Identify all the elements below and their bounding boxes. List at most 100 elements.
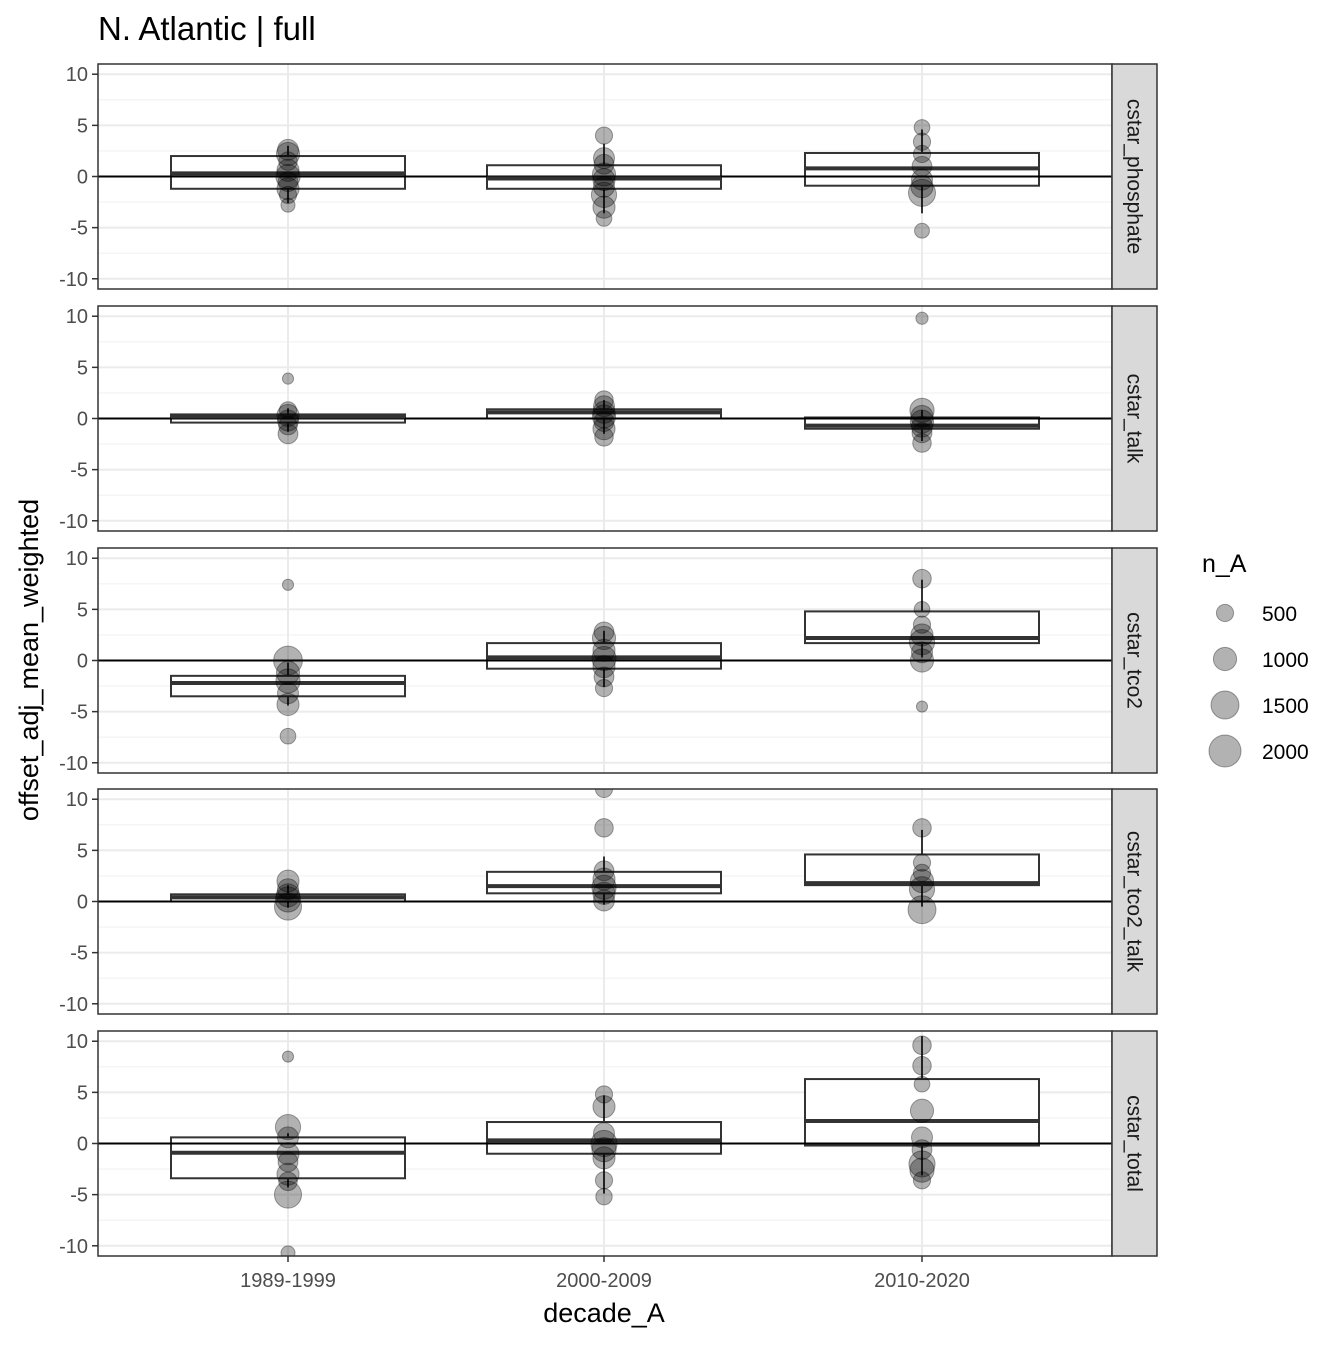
data-point	[594, 1085, 614, 1104]
data-point	[908, 876, 936, 903]
data-point	[909, 868, 935, 894]
y-tick-label: -5	[70, 460, 88, 482]
data-point	[909, 1157, 935, 1183]
data-point	[908, 1150, 936, 1178]
data-point	[595, 1187, 613, 1206]
data-point	[276, 158, 300, 182]
y-tick-label: 5	[77, 1082, 88, 1104]
y-tick-label: 10	[66, 64, 88, 86]
data-point	[593, 147, 615, 170]
y-tick-label: 0	[77, 409, 88, 431]
legend-key	[1208, 734, 1242, 768]
y-tick-label: -5	[70, 1185, 88, 1207]
box	[804, 416, 1040, 430]
facet-plot-area	[98, 1035, 1112, 1256]
facet-panel: 10 5 0 -5 -10 cstar_tco2	[59, 547, 1158, 775]
x-axis: 1989-1999 2000-2009 2010-2020	[240, 1256, 970, 1292]
data-point	[594, 427, 614, 447]
legend-label: 1000	[1262, 649, 1309, 672]
y-tick-label: 10	[66, 548, 88, 570]
data-point	[593, 666, 615, 688]
legend-key	[1215, 603, 1235, 623]
facet-plot-area	[98, 119, 1112, 239]
data-point	[595, 210, 613, 227]
data-point	[591, 625, 617, 651]
box	[804, 1078, 1040, 1147]
facet-plot-area	[98, 311, 1112, 453]
data-point	[911, 1126, 933, 1149]
facet-panel: 10 5 0 -5 -10 cstar_talk	[59, 305, 1158, 533]
data-point	[911, 168, 933, 191]
y-tick-label: -5	[70, 702, 88, 724]
data-point	[913, 1075, 931, 1093]
y-tick-label: 10	[66, 306, 88, 328]
legend-key	[1212, 646, 1238, 672]
data-point	[276, 403, 300, 427]
data-point	[280, 197, 296, 213]
data-point	[912, 818, 932, 838]
legend-title: n_A	[1202, 550, 1247, 578]
data-point	[279, 727, 297, 745]
data-point	[274, 1114, 302, 1141]
facets: 10 5 0 -5 -10 cstar_phosphate 10 5 0 -5 -10 cstar_t…	[59, 63, 1158, 1258]
data-point	[278, 185, 298, 204]
data-point	[915, 700, 929, 713]
data-point	[913, 119, 931, 136]
data-point	[277, 1151, 299, 1173]
data-point	[273, 892, 303, 921]
data-point	[592, 417, 616, 441]
data-point	[592, 195, 616, 219]
data-point	[907, 178, 937, 207]
facet-panel: 10 5 0 -5 -10 cstar_phosphate	[59, 63, 1158, 291]
facet-panel: 10 5 0 -5 -10 cstar_tco2_talk	[59, 788, 1158, 1016]
data-point	[276, 1162, 300, 1186]
facet-strip	[1111, 547, 1158, 774]
data-point	[911, 422, 933, 444]
chart-title: N. Atlantic | full	[98, 10, 316, 47]
data-point	[276, 1142, 300, 1166]
data-point	[278, 1171, 298, 1192]
data-point	[912, 433, 932, 453]
data-point	[278, 151, 298, 171]
box	[486, 1121, 722, 1155]
legend-key	[1210, 690, 1240, 720]
data-point	[914, 222, 930, 239]
data-point	[592, 1146, 616, 1170]
data-point	[281, 372, 295, 385]
data-point	[277, 138, 299, 161]
data-point	[912, 144, 932, 164]
y-tick-label: -5	[70, 218, 88, 240]
legend-label: 500	[1262, 603, 1297, 626]
data-point	[277, 423, 299, 445]
facet-strip	[1111, 305, 1158, 532]
data-point	[275, 141, 301, 167]
data-point	[275, 883, 301, 908]
data-point	[275, 668, 301, 694]
data-point	[592, 400, 616, 424]
data-point	[592, 867, 616, 891]
y-tick-label: 0	[77, 651, 88, 673]
data-point	[912, 132, 932, 151]
y-tick-label: 5	[77, 840, 88, 862]
data-point	[276, 177, 300, 201]
data-point	[277, 878, 299, 901]
data-point	[277, 1126, 299, 1149]
data-point	[591, 645, 617, 672]
data-point	[591, 162, 617, 187]
data-point	[593, 411, 615, 432]
facet-plot-area	[98, 789, 1112, 925]
data-point	[912, 568, 932, 589]
data-point	[275, 163, 301, 190]
data-point	[912, 863, 932, 882]
data-point	[277, 682, 299, 705]
data-point	[910, 404, 934, 429]
data-point	[593, 621, 615, 643]
data-point	[593, 175, 615, 198]
data-point	[273, 645, 303, 676]
data-point	[594, 126, 614, 145]
data-point	[908, 628, 936, 656]
data-point	[911, 155, 933, 177]
facet-strip	[1111, 1030, 1158, 1257]
